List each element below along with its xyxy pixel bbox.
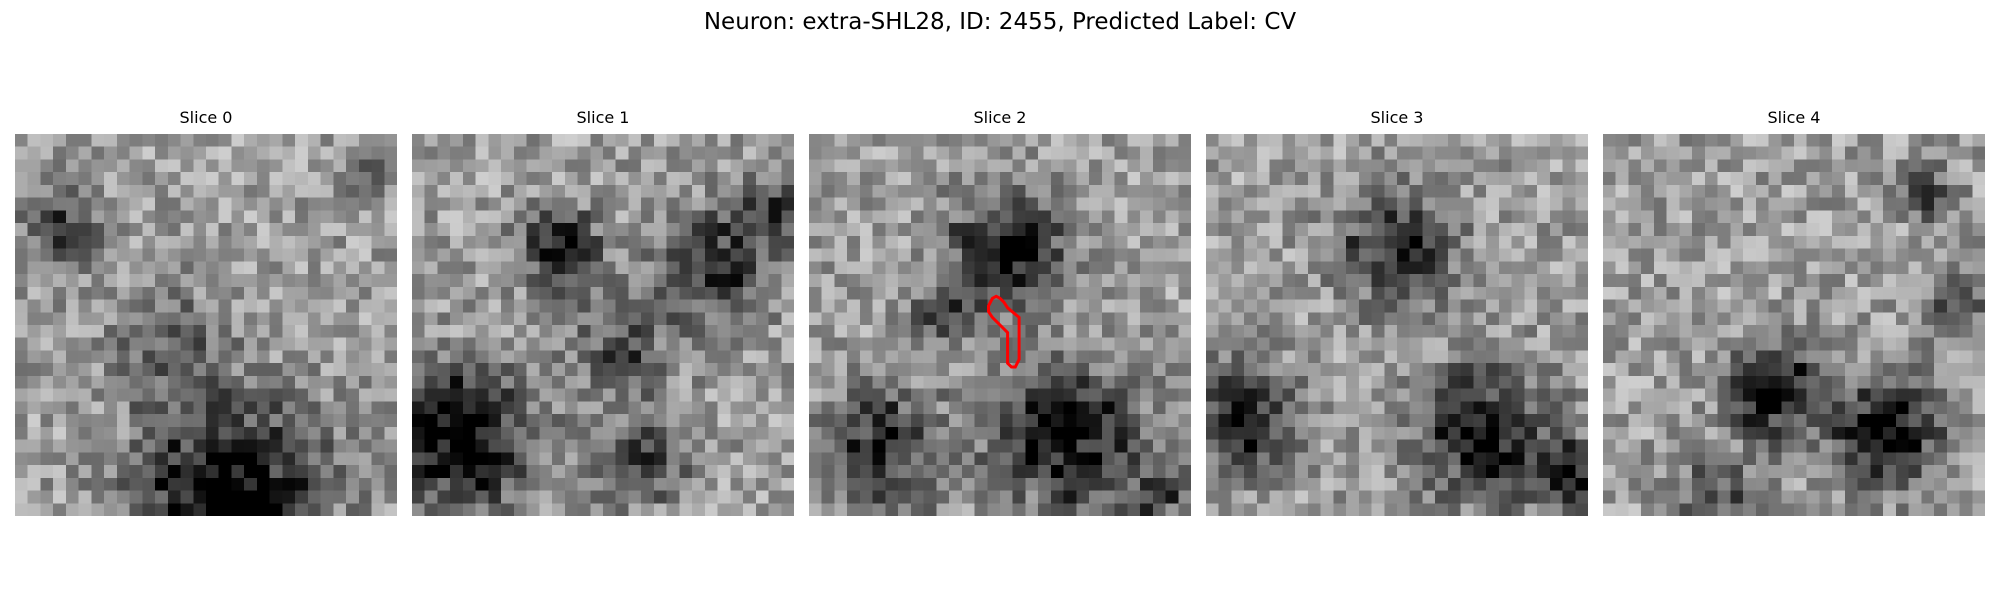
slice-panel-3: Slice 3 <box>1206 108 1588 516</box>
slice-panel-4: Slice 4 <box>1603 108 1985 516</box>
slice-title: Slice 3 <box>1370 108 1424 127</box>
slice-panel-1: Slice 1 <box>412 108 794 516</box>
slice-image <box>1603 134 1985 516</box>
slice-panel-2: Slice 2 <box>809 108 1191 516</box>
slice-image <box>412 134 794 516</box>
slice-title: Slice 0 <box>179 108 233 127</box>
slice-title: Slice 2 <box>973 108 1027 127</box>
slice-panel-0: Slice 0 <box>15 108 397 516</box>
slice-image <box>809 134 1191 516</box>
figure-title: Neuron: extra-SHL28, ID: 2455, Predicted… <box>703 9 1297 35</box>
slice-image <box>15 134 397 516</box>
slice-image <box>1206 134 1588 516</box>
slice-title: Slice 1 <box>576 108 630 127</box>
slice-title: Slice 4 <box>1767 108 1821 127</box>
